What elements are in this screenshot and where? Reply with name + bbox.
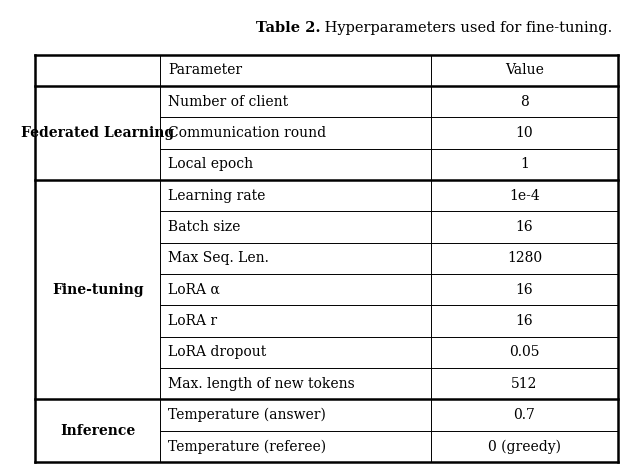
Text: 0.7: 0.7 (513, 408, 535, 422)
Text: Batch size: Batch size (168, 220, 241, 234)
Text: Hyperparameters used for fine-tuning.: Hyperparameters used for fine-tuning. (320, 21, 612, 36)
Text: LoRA dropout: LoRA dropout (168, 346, 266, 359)
Text: Communication round: Communication round (168, 126, 326, 140)
Text: Fine-tuning: Fine-tuning (52, 283, 143, 297)
Text: Local epoch: Local epoch (168, 157, 253, 171)
Text: 16: 16 (516, 314, 533, 328)
Text: 0 (greedy): 0 (greedy) (488, 439, 561, 454)
Text: 8: 8 (520, 94, 529, 109)
Text: 1e-4: 1e-4 (509, 189, 540, 202)
Text: LoRA r: LoRA r (168, 314, 217, 328)
Text: Temperature (referee): Temperature (referee) (168, 439, 326, 454)
Text: 10: 10 (516, 126, 533, 140)
Text: LoRA α: LoRA α (168, 283, 220, 297)
Text: 512: 512 (511, 377, 538, 391)
Text: Inference: Inference (60, 424, 136, 438)
Text: 16: 16 (516, 220, 533, 234)
Text: 0.05: 0.05 (509, 346, 540, 359)
Text: Max. length of new tokens: Max. length of new tokens (168, 377, 355, 391)
Text: Max Seq. Len.: Max Seq. Len. (168, 251, 269, 265)
Text: Learning rate: Learning rate (168, 189, 266, 202)
Text: 16: 16 (516, 283, 533, 297)
Text: Value: Value (505, 63, 544, 77)
Text: Temperature (answer): Temperature (answer) (168, 408, 326, 422)
Text: Parameter: Parameter (168, 63, 242, 77)
Text: Number of client: Number of client (168, 94, 288, 109)
Text: 1280: 1280 (507, 251, 542, 265)
Text: Table 2.: Table 2. (255, 21, 320, 36)
Text: Federated Learning: Federated Learning (21, 126, 174, 140)
Text: 1: 1 (520, 157, 529, 171)
